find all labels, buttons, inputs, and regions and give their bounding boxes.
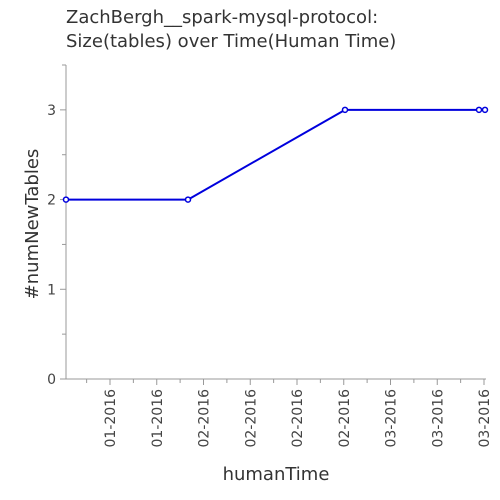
y-tick-label: 2 — [47, 193, 56, 209]
data-point — [186, 197, 191, 202]
x-tick-label: 02-2016 — [197, 389, 213, 448]
axes — [66, 65, 486, 379]
data-point — [343, 107, 348, 112]
x-axis-label: humanTime — [223, 464, 330, 485]
y-tick-label: 0 — [47, 372, 56, 388]
y-tick-label: 1 — [47, 282, 56, 298]
x-tick-label: 03-2016 — [384, 389, 400, 448]
x-tick-label: 03-2016 — [430, 389, 446, 448]
x-tick-label: 01-2016 — [103, 389, 119, 448]
data-point — [64, 197, 69, 202]
plot-area — [64, 107, 488, 202]
y-axis-ticks: 0 1 2 3 — [47, 65, 66, 388]
series-line — [66, 110, 485, 200]
x-tick-label: 03-2016 — [477, 389, 493, 448]
x-tick-label: 02-2016 — [290, 389, 306, 448]
x-axis-ticks: 01-2016 01-2016 02-2016 02-2016 02-2016 02-20… — [87, 379, 493, 448]
y-tick-label: 3 — [47, 103, 56, 119]
data-point — [477, 107, 482, 112]
data-point — [483, 107, 488, 112]
x-tick-label: 02-2016 — [243, 389, 259, 448]
y-axis-label: #numNewTables — [22, 149, 43, 300]
x-tick-label: 02-2016 — [337, 389, 353, 448]
x-tick-label: 01-2016 — [150, 389, 166, 448]
